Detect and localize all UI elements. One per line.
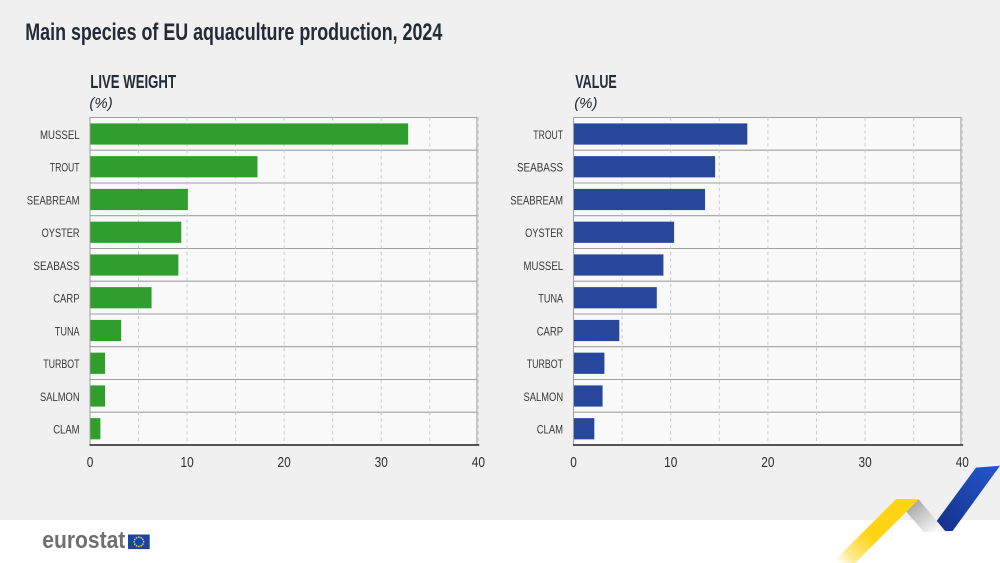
svg-text:SALMON: SALMON <box>40 390 80 404</box>
svg-text:eurostat: eurostat <box>42 527 125 554</box>
svg-text:SEABASS: SEABASS <box>33 259 79 273</box>
svg-text:CLAM: CLAM <box>53 423 79 437</box>
svg-text:10: 10 <box>664 455 677 471</box>
svg-text:30: 30 <box>859 455 872 471</box>
svg-text:(%): (%) <box>574 95 597 112</box>
svg-text:CARP: CARP <box>537 324 563 338</box>
svg-text:VALUE: VALUE <box>575 71 617 92</box>
svg-text:0: 0 <box>570 455 577 471</box>
svg-text:LIVE WEIGHT: LIVE WEIGHT <box>90 71 176 92</box>
svg-text:Main species of EU aquaculture: Main species of EU aquaculture productio… <box>25 19 442 46</box>
svg-text:40: 40 <box>472 455 485 471</box>
svg-text:TUNA: TUNA <box>55 324 80 338</box>
svg-text:MUSSEL: MUSSEL <box>40 128 80 142</box>
svg-text:20: 20 <box>761 455 774 471</box>
svg-text:SEABREAM: SEABREAM <box>27 193 80 207</box>
svg-text:TROUT: TROUT <box>50 161 80 175</box>
svg-text:SEABASS: SEABASS <box>517 161 563 175</box>
svg-text:TUNA: TUNA <box>538 292 563 306</box>
svg-text:30: 30 <box>375 455 388 471</box>
svg-text:OYSTER: OYSTER <box>42 226 80 240</box>
svg-text:CLAM: CLAM <box>537 423 563 437</box>
svg-text:SALMON: SALMON <box>524 390 564 404</box>
svg-text:20: 20 <box>278 455 291 471</box>
svg-text:10: 10 <box>180 455 193 471</box>
svg-text:MUSSEL: MUSSEL <box>524 259 564 273</box>
svg-text:(%): (%) <box>89 95 112 112</box>
svg-text:TROUT: TROUT <box>533 128 563 142</box>
svg-text:TURBOT: TURBOT <box>527 357 564 371</box>
svg-text:CARP: CARP <box>53 292 79 306</box>
svg-text:40: 40 <box>956 455 969 471</box>
svg-text:OYSTER: OYSTER <box>525 226 563 240</box>
svg-text:TURBOT: TURBOT <box>43 357 80 371</box>
svg-text:SEABREAM: SEABREAM <box>510 193 563 207</box>
svg-text:0: 0 <box>87 455 94 471</box>
